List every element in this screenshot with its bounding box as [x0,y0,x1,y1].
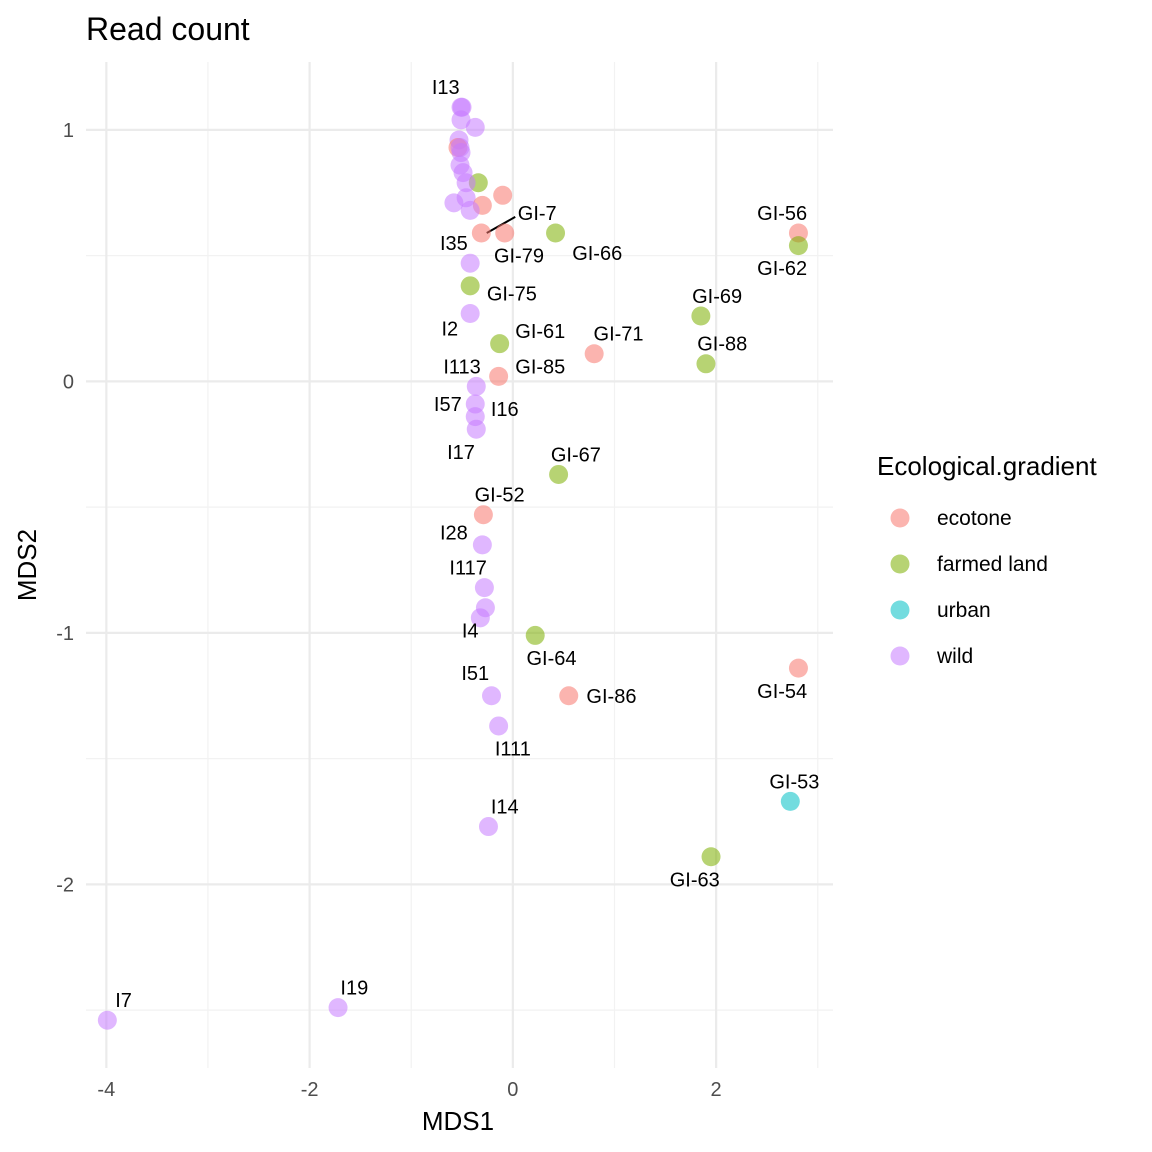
point-label: I13 [432,77,460,99]
x-tick-label: -2 [301,1079,319,1101]
data-point [470,608,490,628]
data-points [97,97,808,1030]
point-label: I117 [449,558,486,580]
y-tick-label: 0 [63,371,74,393]
data-point [495,223,515,243]
y-axis-ticks: -2 -1 0 1 [56,120,74,897]
point-label: GI-64 [526,648,576,670]
point-label: GI-7 [518,203,557,225]
point-label: I111 [495,739,531,761]
legend-label: farmed land [937,553,1048,576]
legend-label: urban [937,599,991,622]
point-label: GI-56 [757,203,807,225]
x-tick-label: 0 [507,1079,518,1101]
point-label: I14 [491,796,519,818]
point-label: GI-53 [769,771,819,793]
point-label: GI-69 [692,286,742,308]
data-point [788,658,808,678]
x-tick-label: -4 [97,1079,115,1101]
point-label: GI-75 [487,283,537,305]
data-point [701,847,721,867]
point-label: GI-88 [697,334,747,356]
data-point [525,625,545,645]
legend-key [890,508,910,528]
point-label: I51 [461,663,489,685]
point-label: I2 [442,319,459,341]
data-point [466,419,486,439]
point-label: I17 [447,442,475,464]
data-point [546,223,566,243]
point-label: GI-54 [757,681,807,703]
data-point [456,173,476,193]
point-label: I19 [340,978,368,1000]
data-point [460,253,480,273]
data-point [584,344,604,364]
point-label: GI-61 [515,321,565,343]
y-axis-title: MDS2 [12,529,42,601]
data-point [559,686,579,706]
legend-label: ecotone [937,507,1012,530]
point-label: GI-85 [515,356,565,378]
data-point [696,354,716,374]
point-label: GI-67 [551,444,601,466]
data-point [482,686,502,706]
data-point [474,578,494,598]
data-point [460,200,480,220]
data-point [460,304,480,323]
data-point [472,535,492,555]
point-label: I16 [491,399,519,421]
data-point [780,791,800,811]
y-tick-label: 1 [63,120,74,142]
point-label: I7 [115,990,132,1012]
legend: ecotone farmed land urban wild [890,507,1048,668]
x-axis-title: MDS1 [422,1106,494,1136]
legend-key [890,646,910,666]
point-label: GI-62 [757,258,807,280]
data-point [493,185,513,205]
point-label: GI-52 [475,485,525,507]
data-point [452,97,472,117]
x-axis-ticks: -4 -2 0 2 [97,1079,721,1101]
data-point [788,236,808,256]
point-label: GI-86 [586,686,636,708]
x-tick-label: 2 [711,1079,722,1101]
data-point [691,306,711,326]
data-point [460,276,480,296]
point-label: GI-79 [494,246,544,268]
data-point [328,998,348,1018]
data-point [471,223,491,243]
point-label: GI-63 [670,869,720,891]
data-point [97,1010,117,1030]
data-point [549,464,569,484]
point-label: GI-66 [572,243,622,265]
legend-key [890,554,910,574]
point-label: I35 [440,233,468,255]
y-tick-label: -2 [56,874,74,896]
data-point [478,817,498,837]
data-point [444,193,464,213]
data-point [466,376,486,396]
legend-title: Ecological.gradient [877,451,1097,481]
data-point [489,716,509,736]
point-label: I4 [462,620,479,642]
legend-key [890,600,910,620]
point-label: I57 [434,394,462,416]
legend-label: wild [936,645,973,668]
chart-title: Read count [86,11,250,47]
point-label: GI-71 [594,324,644,346]
data-point [465,117,485,137]
point-labels: I13 I35 GI-7 GI-79 GI-66 GI-75 I2 GI-61 GI-71 I11… [115,77,819,1012]
point-label: I113 [443,356,480,378]
data-point [490,334,510,354]
data-point [473,505,493,525]
y-tick-label: -1 [56,623,74,645]
data-point [489,366,509,386]
point-label: I28 [440,522,468,544]
